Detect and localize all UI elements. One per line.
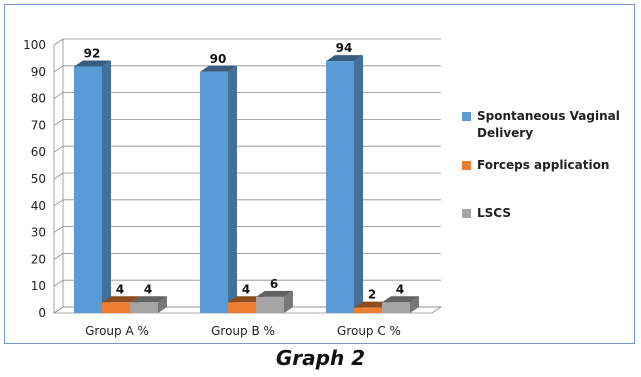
data-label: 90 xyxy=(210,52,227,66)
side-gridline xyxy=(54,200,63,206)
legend-swatch xyxy=(462,161,471,170)
side-gridline xyxy=(54,146,63,152)
x-tick-label: Group C % xyxy=(337,324,401,338)
legend-item: LSCS xyxy=(462,206,511,220)
data-label: 4 xyxy=(396,282,404,296)
bar xyxy=(130,296,167,313)
side-gridline xyxy=(54,173,63,179)
y-tick-label: 60 xyxy=(31,145,46,159)
y-tick-label: 80 xyxy=(31,92,46,106)
bar-side xyxy=(228,66,237,313)
side-gridline xyxy=(54,66,63,72)
bar xyxy=(200,66,237,313)
data-label: 2 xyxy=(368,288,376,302)
bar xyxy=(382,296,419,313)
data-label: 92 xyxy=(84,46,101,60)
legend-swatch xyxy=(462,112,471,121)
side-gridline xyxy=(54,253,63,259)
data-label: 4 xyxy=(242,282,250,296)
data-label: 4 xyxy=(144,282,152,296)
bar-front xyxy=(200,72,228,313)
y-tick-labels: 0 10 20 30 40 50 60 70 80 90 100 xyxy=(23,38,46,320)
side-gridline xyxy=(54,119,63,125)
graph-caption: Graph 2 xyxy=(0,346,641,370)
side-gridline xyxy=(54,39,63,45)
y-tick-label: 50 xyxy=(31,172,46,186)
y-tick-label: 10 xyxy=(31,279,46,293)
side-gridline xyxy=(54,227,63,233)
bar xyxy=(256,291,293,313)
legend-label: LSCS xyxy=(477,206,511,220)
bar-front xyxy=(354,308,382,313)
bar-front xyxy=(382,302,410,313)
bar-front xyxy=(130,302,158,313)
bar-front xyxy=(102,302,130,313)
bar-front xyxy=(256,297,284,313)
y-tick-label: 100 xyxy=(23,38,46,52)
bar-front xyxy=(326,61,354,313)
bar-front xyxy=(228,302,256,313)
data-label: 94 xyxy=(336,41,353,55)
bar-side xyxy=(354,55,363,313)
y-tick-label: 40 xyxy=(31,199,46,213)
bars xyxy=(74,55,419,313)
bar xyxy=(74,60,111,313)
y-tick-label: 90 xyxy=(31,65,46,79)
y-tick-label: 30 xyxy=(31,226,46,240)
bar-side xyxy=(102,60,111,313)
legend-item: Spontaneous Vaginal Delivery xyxy=(462,109,620,140)
legend: Spontaneous Vaginal Delivery Forceps appli… xyxy=(462,109,620,220)
legend-swatch xyxy=(462,209,471,218)
y-tick-label: 20 xyxy=(31,252,46,266)
data-label: 4 xyxy=(116,282,124,296)
y-tick-label: 70 xyxy=(31,118,46,132)
x-tick-label: Group B % xyxy=(211,324,275,338)
bar-front xyxy=(74,66,102,313)
side-gridline xyxy=(54,93,63,99)
x-tick-label: Group A % xyxy=(85,324,149,338)
data-label: 6 xyxy=(270,277,278,291)
legend-item: Forceps application xyxy=(462,158,609,172)
bar xyxy=(326,55,363,313)
chart-frame: 0 10 20 30 40 50 60 70 80 90 100 92 4 4 90 4 6 94 2 4 Group … xyxy=(4,4,635,344)
legend-label: Spontaneous Vaginal Delivery xyxy=(477,109,620,140)
side-gridline xyxy=(54,280,63,286)
gridlines xyxy=(54,39,441,313)
y-tick-label: 0 xyxy=(38,306,46,320)
legend-label: Forceps application xyxy=(477,158,609,172)
bar-chart: 0 10 20 30 40 50 60 70 80 90 100 92 4 4 90 4 6 94 2 4 Group … xyxy=(5,5,636,345)
